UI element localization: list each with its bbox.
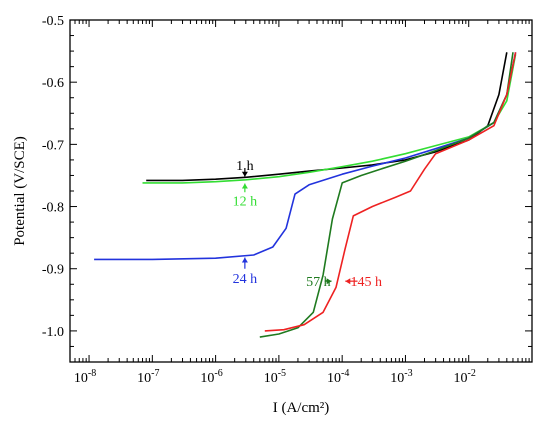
annotation-arrowhead-12h [241,183,248,189]
x-tick-label: 10-2 [454,368,476,386]
y-tick-label: -0.9 [42,263,64,278]
y-tick-label: -0.5 [42,14,64,29]
annotation-arrowhead-145h [345,278,351,285]
x-tick-label: 10-4 [327,368,349,386]
x-tick-label: 10-7 [137,368,159,386]
annotation-arrowhead-57h [326,278,332,285]
series-line-12h [142,54,517,184]
x-tick-label: 10-3 [390,368,412,386]
y-axis: -1.0 -0.9 -0.8 -0.7 -0.6 -0.5 [42,14,532,363]
annotation-label-145h: 145 h [350,275,382,290]
y-tick-label: -0.7 [42,138,64,153]
series-line-57h [259,52,514,338]
annotation-label-57h: 57 h [306,275,331,290]
annotation-label-24h: 24 h [233,272,258,287]
annotation-label-12h: 12 h [233,194,258,209]
annotation-label-1h: 1 h [236,159,254,174]
series-layer [94,52,517,338]
x-tick-label: 10-6 [200,368,222,386]
x-tick-label: 10-5 [264,368,286,386]
series-line-1h [146,52,508,182]
annotation-arrowhead-1h [241,171,248,177]
y-axis-title: Potential (V/SCE) [12,136,28,246]
y-tick-label: -1.0 [42,325,64,340]
series-line-145h [264,52,517,332]
annotation-layer: 1 h 12 h 24 h 57 h 145 h [233,159,382,290]
series-line-24h [94,52,517,261]
annotation-arrowhead-24h [241,257,248,263]
y-tick-label: -0.6 [42,76,64,91]
x-axis-title: I (A/cm²) [273,400,330,416]
x-axis: 10-8 10-7 10-6 10-5 10-4 10-3 10-2 [69,20,533,386]
x-tick-label: 10-8 [74,368,96,386]
y-tick-label: -0.8 [42,201,64,216]
